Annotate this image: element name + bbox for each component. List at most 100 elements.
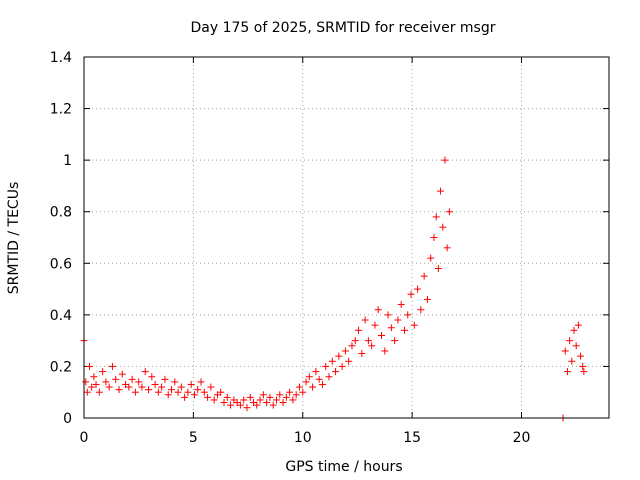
data-point bbox=[364, 337, 372, 345]
data-point bbox=[210, 396, 218, 404]
data-point bbox=[187, 380, 195, 388]
data-point bbox=[407, 290, 415, 298]
data-point bbox=[414, 285, 422, 293]
data-point bbox=[439, 223, 447, 231]
y-tick-labels: 0 0.2 0.4 0.6 0.8 1 1.2 1.4 bbox=[50, 50, 72, 427]
axis-ticks bbox=[83, 56, 609, 419]
data-point bbox=[158, 383, 166, 391]
data-point bbox=[85, 362, 93, 370]
x-tick-label: 10 bbox=[294, 430, 312, 446]
data-point bbox=[95, 388, 103, 396]
data-point bbox=[410, 321, 418, 329]
data-point bbox=[269, 401, 277, 409]
x-tick-label: 0 bbox=[80, 430, 89, 446]
data-point bbox=[570, 326, 578, 334]
data-point bbox=[305, 373, 313, 381]
data-point bbox=[90, 373, 98, 381]
data-point bbox=[138, 383, 146, 391]
data-point bbox=[374, 306, 382, 314]
data-point bbox=[332, 368, 340, 376]
y-tick-label: 1.4 bbox=[50, 50, 72, 66]
grid-lines bbox=[84, 57, 609, 418]
data-point bbox=[204, 393, 212, 401]
data-point bbox=[378, 331, 385, 339]
data-point bbox=[105, 383, 113, 391]
data-point bbox=[394, 316, 402, 324]
data-point bbox=[387, 324, 395, 332]
data-point bbox=[220, 399, 228, 407]
plot-frame bbox=[83, 56, 610, 419]
data-point bbox=[427, 254, 435, 262]
data-point bbox=[572, 342, 580, 350]
y-tick-label: 1.2 bbox=[50, 102, 72, 118]
data-point bbox=[445, 208, 453, 216]
data-point bbox=[420, 272, 428, 280]
data-point bbox=[141, 368, 149, 376]
data-point bbox=[236, 401, 244, 409]
data-point bbox=[437, 187, 445, 195]
y-tick-label: 1 bbox=[63, 153, 72, 169]
data-point bbox=[200, 388, 208, 396]
data-point bbox=[190, 391, 198, 399]
data-point bbox=[566, 337, 574, 345]
data-point bbox=[171, 378, 179, 386]
data-point bbox=[128, 375, 136, 383]
data-point bbox=[345, 357, 353, 365]
data-point bbox=[115, 386, 123, 394]
y-tick-label: 0.6 bbox=[50, 256, 72, 272]
data-point bbox=[184, 388, 192, 396]
data-point bbox=[273, 396, 280, 404]
data-point bbox=[118, 370, 126, 378]
data-point bbox=[145, 386, 153, 394]
data-point bbox=[259, 391, 267, 399]
data-point bbox=[154, 388, 162, 396]
data-point bbox=[338, 362, 346, 370]
y-tick-label: 0 bbox=[63, 411, 72, 427]
data-point bbox=[568, 357, 576, 365]
data-point bbox=[135, 378, 143, 386]
data-point bbox=[299, 388, 307, 396]
data-point bbox=[397, 301, 405, 309]
chart-title: Day 175 of 2025, SRMTID for receiver msg… bbox=[191, 20, 496, 36]
data-point bbox=[131, 388, 139, 396]
x-tick-label: 15 bbox=[403, 430, 421, 446]
data-point bbox=[246, 393, 254, 401]
data-point bbox=[177, 383, 185, 391]
data-point bbox=[391, 337, 399, 345]
data-point bbox=[174, 388, 182, 396]
data-point bbox=[207, 383, 215, 391]
data-point bbox=[441, 156, 449, 164]
data-point bbox=[580, 368, 588, 376]
data-point bbox=[168, 386, 175, 394]
data-point bbox=[579, 362, 587, 370]
data-point bbox=[348, 342, 356, 350]
y-axis-label: SRMTID / TECUs bbox=[6, 182, 22, 295]
data-point bbox=[161, 375, 169, 383]
x-tick-label: 20 bbox=[513, 430, 531, 446]
data-point bbox=[361, 316, 369, 324]
data-point bbox=[561, 347, 569, 355]
x-tick-labels: 0 5 10 15 20 bbox=[80, 430, 531, 446]
data-point bbox=[227, 401, 235, 409]
data-point bbox=[400, 326, 408, 334]
data-point bbox=[325, 373, 333, 381]
data-point bbox=[443, 244, 451, 252]
data-point bbox=[279, 399, 287, 407]
data-point bbox=[315, 375, 323, 383]
data-point bbox=[577, 352, 585, 360]
data-point bbox=[341, 347, 349, 355]
data-points bbox=[80, 156, 588, 422]
data-point bbox=[371, 321, 379, 329]
data-point bbox=[88, 383, 96, 391]
data-point bbox=[263, 399, 271, 407]
data-point bbox=[243, 404, 251, 412]
data-point bbox=[423, 295, 431, 303]
data-point bbox=[256, 396, 264, 404]
data-point bbox=[282, 393, 290, 401]
data-point bbox=[322, 362, 330, 370]
x-axis-label: GPS time / hours bbox=[285, 459, 402, 475]
data-point bbox=[99, 368, 107, 376]
data-point bbox=[292, 391, 300, 399]
data-point bbox=[240, 396, 248, 404]
